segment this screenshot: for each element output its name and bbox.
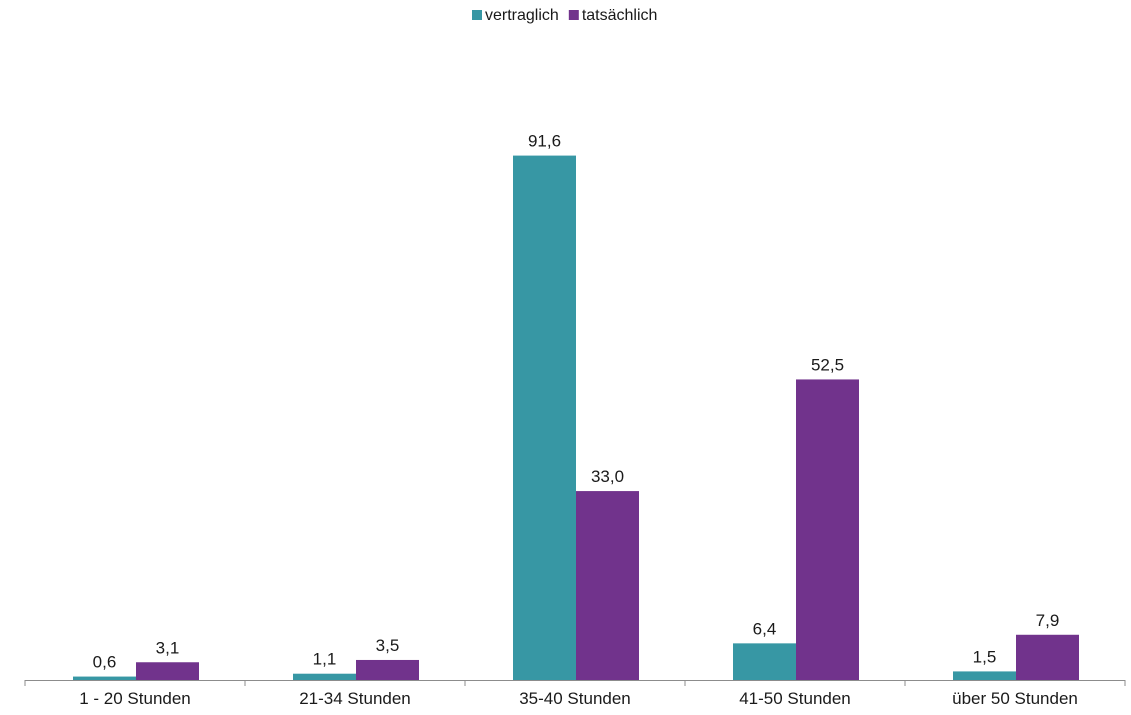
chart-legend: vertraglich tatsächlich: [472, 7, 657, 24]
data-label-vertraglich-35-40-stunden: 91,6: [528, 132, 561, 151]
data-label-vertraglich-21-34-stunden: 1,1: [313, 650, 337, 669]
bar-vertraglich-21-34-stunden: [293, 673, 356, 680]
data-label-tatsachlich-41-50-stunden: 52,5: [811, 355, 844, 374]
data-label-tatsachlich-21-34-stunden: 3,5: [376, 636, 400, 655]
legend-swatch-tatsachlich: [568, 10, 579, 20]
data-label-vertraglich-41-50-stunden: 6,4: [753, 619, 777, 638]
chart-data-labels: 0,6 3,1 1,1 3,5 91,6 33,0 6,4 52,5 1,5 7,9: [93, 132, 1060, 672]
x-tick-label-41-50-stunden: 41-50 Stunden: [739, 689, 851, 708]
x-tick-label-uber-50-stunden: über 50 Stunden: [952, 689, 1078, 708]
chart-bars: [73, 155, 1079, 681]
data-label-tatsachlich-1-20-stunden: 3,1: [156, 638, 180, 657]
x-axis: 1 - 20 Stunden 21-34 Stunden 35-40 Stunden…: [24, 680, 1126, 708]
x-tick-label-21-34-stunden: 21-34 Stunden: [299, 689, 411, 708]
bar-vertraglich-35-40-stunden: [513, 155, 576, 681]
legend-label-vertraglich: vertraglich: [485, 7, 559, 24]
x-tick-label-35-40-stunden: 35-40 Stunden: [519, 689, 631, 708]
bar-vertraglich-1-20-stunden: [73, 676, 136, 680]
data-label-vertraglich-uber-50-stunden: 1,5: [973, 647, 997, 666]
data-label-tatsachlich-35-40-stunden: 33,0: [591, 467, 624, 486]
bar-tatsachlich-21-34-stunden: [356, 659, 419, 680]
bar-vertraglich-uber-50-stunden: [953, 671, 1016, 680]
legend-label-tatsachlich: tatsächlich: [582, 7, 658, 24]
legend-swatch-vertraglich: [472, 10, 482, 20]
bar-vertraglich-41-50-stunden: [733, 643, 796, 680]
x-tick-label-1-20-stunden: 1 - 20 Stunden: [79, 689, 191, 708]
bar-tatsachlich-1-20-stunden: [136, 662, 199, 680]
data-label-vertraglich-1-20-stunden: 0,6: [93, 653, 117, 672]
bar-tatsachlich-uber-50-stunden: [1016, 634, 1079, 680]
bar-tatsachlich-41-50-stunden: [796, 379, 859, 680]
bar-tatsachlich-35-40-stunden: [576, 491, 639, 680]
data-label-tatsachlich-uber-50-stunden: 7,9: [1036, 611, 1060, 630]
